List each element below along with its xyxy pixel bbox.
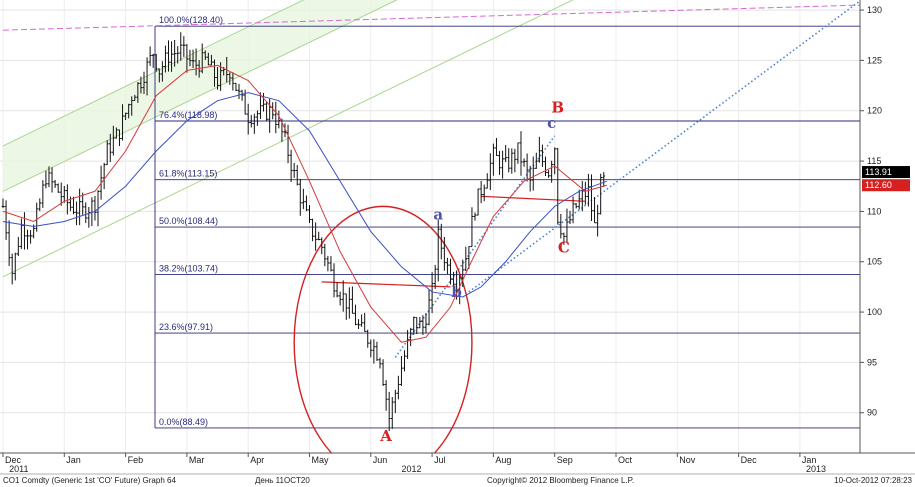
x-tick-label-9: Sep [557, 455, 573, 465]
y-tick-label-4: 110 [867, 206, 881, 216]
fib-label-1: 76.4%(118.98) [159, 110, 217, 120]
x-tick-label-0: Dec [5, 455, 22, 465]
moving-average-group [2, 64, 607, 343]
fib-label-6: 0.0%(88.49) [159, 417, 208, 427]
moving-average-fast [2, 64, 607, 343]
grid-lines [0, 0, 860, 453]
magenta-trend-line [2, 4, 860, 31]
y-tick-label-2: 100 [867, 307, 882, 317]
x-tick-label-2: Feb [128, 455, 144, 465]
x-year-label-0: 2011 [9, 464, 28, 474]
fib-label-2: 61.8%(113.15) [159, 169, 217, 179]
overlay-group [2, 0, 860, 453]
wave-label-3: B [551, 99, 564, 117]
y-tick-label-0: 90 [867, 408, 877, 418]
x-tick-label-1: Jan [66, 455, 81, 465]
channel-line-0 [2, 0, 398, 192]
footer-right: 10-Oct-2012 07:28:23 [834, 476, 912, 485]
channel-line-1 [2, 0, 305, 147]
x-tick-label-10: Oct [618, 455, 633, 465]
footer-left: CO1 Comdty (Generic 1st 'CO' Future) Gra… [3, 476, 176, 485]
x-tick-label-5: May [312, 455, 330, 465]
y-tick-label-5: 115 [867, 156, 881, 166]
last-price-tag-1: 112.60 [865, 180, 892, 190]
wave-label-0: A [379, 427, 392, 445]
wave-labels: Aa b Bc C [379, 99, 570, 445]
dotted-trend-line-0 [394, 135, 556, 358]
fib-label-4: 38.2%(103.74) [159, 263, 218, 273]
x-tick-label-3: Mar [189, 455, 205, 465]
x-tick-label-4: Apr [250, 455, 264, 465]
moving-average-slow [2, 92, 607, 298]
wave-label-1: a [433, 205, 443, 223]
channel-band-group [2, 0, 574, 278]
y-tick-label-7: 125 [867, 55, 882, 65]
y-tick-label-1: 95 [867, 357, 877, 367]
wave-label-2: b [451, 283, 462, 301]
last-price-tag-0: 113.91 [865, 167, 892, 177]
candle-group [1, 32, 606, 432]
wave-label-4: c [547, 114, 556, 132]
x-tick-label-8: Aug [495, 455, 511, 465]
y-tick-label-8: 130 [867, 5, 882, 15]
x-tick-label-6: Jun [373, 455, 388, 465]
highlight-circle [293, 205, 473, 453]
x-tick-label-13: Jan [802, 455, 817, 465]
footer-middle: День 11OCT20 [255, 476, 310, 485]
y-tick-label-3: 105 [867, 257, 882, 267]
fib-label-5: 23.6%(97.91) [159, 322, 213, 332]
fib-label-0: 100.0%(128.40) [159, 15, 223, 25]
x-tick-label-12: Dec [741, 455, 758, 465]
last-price-tag-bg-0 [862, 166, 910, 179]
dotted-trend-line-1 [468, 0, 860, 293]
x-year-label-1: 2012 [401, 464, 421, 474]
fibonacci-levels: 100.0%(128.40) 76.4%(118.98) 61.8%(113.15)… [154, 15, 860, 429]
x-tick-label-11: Nov [679, 455, 696, 465]
footer-copyright: Copyright© 2012 Bloomberg Finance L.P. [487, 476, 634, 485]
last-price-tag-bg-1 [862, 179, 910, 192]
red-trend-line-1 [481, 195, 586, 202]
channel-line-2 [2, 0, 574, 278]
axes-group: 90 95 100 105 110 115 120 125 130 Dec Jan Feb Mar Apr… [0, 0, 915, 475]
x-year-label-2: 2013 [806, 464, 826, 474]
y-tick-label-6: 120 [867, 106, 882, 116]
red-trend-line-0 [321, 281, 451, 288]
wave-label-5: C [558, 239, 570, 257]
footer: CO1 Comdty (Generic 1st 'CO' Future) Gra… [3, 476, 913, 485]
x-tick-label-7: Jul [434, 455, 446, 465]
fib-label-3: 50.0%(108.44) [159, 216, 218, 226]
